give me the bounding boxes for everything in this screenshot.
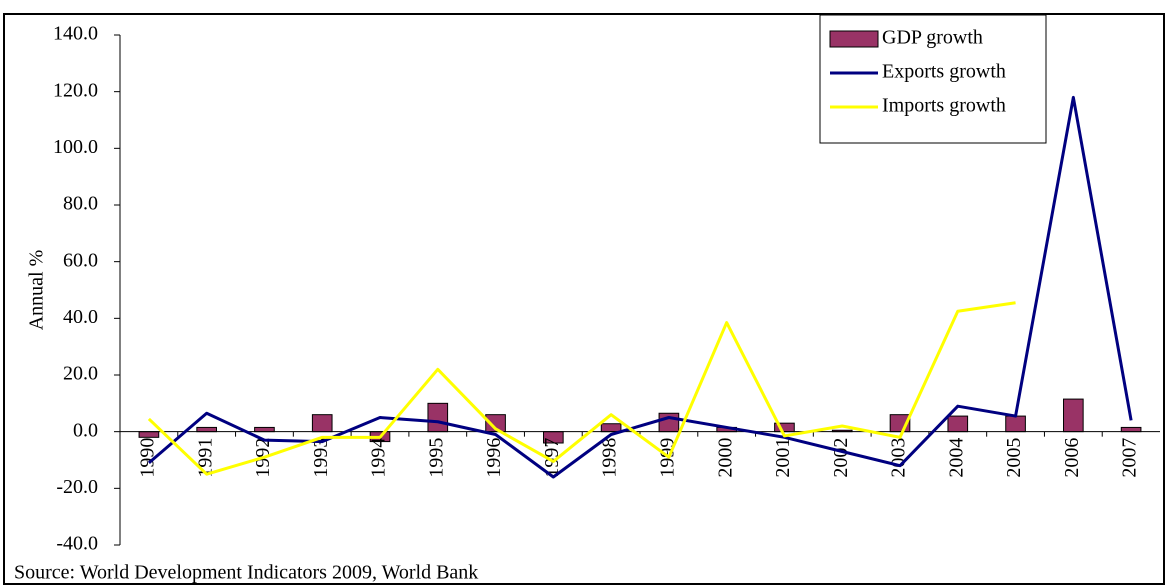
line-series xyxy=(147,301,1016,476)
bar xyxy=(1063,398,1084,433)
bar xyxy=(196,426,217,433)
bar xyxy=(138,431,160,438)
y-tick-label: 40.0 xyxy=(63,306,98,328)
bar xyxy=(600,423,622,433)
legend-swatch xyxy=(829,30,879,48)
x-tick-label: 2006 xyxy=(1061,438,1083,478)
x-tick-label: 2007 xyxy=(1119,438,1141,478)
x-tick-label: 2000 xyxy=(714,438,736,478)
bar xyxy=(1120,426,1142,433)
y-tick-label: 80.0 xyxy=(63,193,98,215)
y-tick-label: 120.0 xyxy=(53,79,98,101)
x-tick-label: 2002 xyxy=(830,438,852,478)
legend-label: Imports growth xyxy=(882,95,1006,117)
y-tick-label: 140.0 xyxy=(53,23,98,45)
x-tick-label: 1990 xyxy=(136,438,158,478)
y-tick-label: 100.0 xyxy=(53,136,98,158)
y-tick-label: 60.0 xyxy=(63,249,98,271)
legend-label: GDP growth xyxy=(882,27,983,49)
y-axis-label: Annual % xyxy=(26,250,48,331)
y-tick-label: 20.0 xyxy=(63,363,98,385)
bar xyxy=(1005,415,1026,433)
x-tick-label: 1996 xyxy=(483,438,505,478)
source-note: Source: World Development Indicators 200… xyxy=(14,562,478,584)
x-tick-label: 2005 xyxy=(1003,438,1025,478)
x-tick-label: 1994 xyxy=(368,438,390,478)
x-tick-label: 2004 xyxy=(945,438,967,478)
bar xyxy=(427,402,449,433)
x-tick-label: 1998 xyxy=(599,438,621,478)
x-tick-label: 1993 xyxy=(310,438,332,478)
legend-label: Exports growth xyxy=(882,61,1006,83)
y-tick-label: -40.0 xyxy=(56,533,98,555)
x-tick-label: 1997 xyxy=(541,438,563,478)
bar xyxy=(947,415,969,433)
y-tick-label: -20.0 xyxy=(56,476,98,498)
bar xyxy=(311,414,333,433)
x-tick-label: 1995 xyxy=(425,438,447,478)
y-tick-label: 0.0 xyxy=(73,419,98,441)
bar xyxy=(254,426,275,433)
x-tick-label: 2003 xyxy=(888,438,910,478)
x-tick-label: 2001 xyxy=(772,438,794,478)
